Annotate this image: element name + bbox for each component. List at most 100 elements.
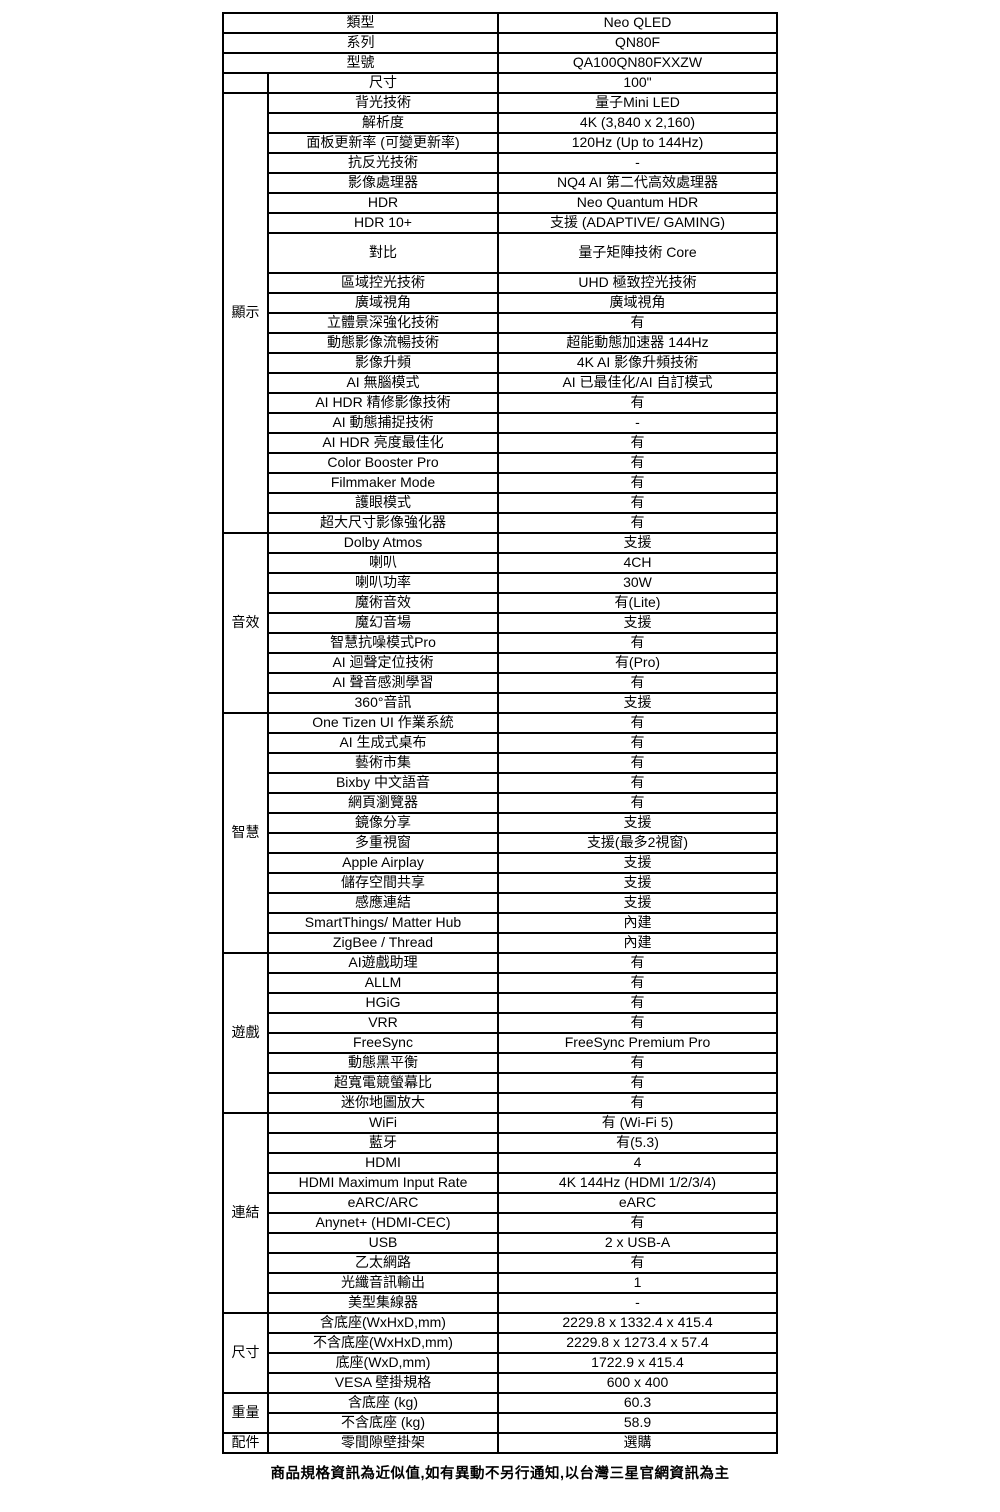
spec-value-cell: 4CH <box>497 552 778 574</box>
spec-row: Filmmaker Mode 有 <box>223 472 778 494</box>
spec-label-cell: 影像處理器 <box>267 172 499 194</box>
spec-row: 影像升頻 4K AI 影像升頻技術 <box>223 352 778 374</box>
spec-value-cell: FreeSync Premium Pro <box>497 1032 778 1054</box>
spec-value-cell: 4K 144Hz (HDMI 1/2/3/4) <box>497 1172 778 1194</box>
section-category-smart: 智慧 <box>222 712 269 954</box>
spec-label-cell: 廣域視角 <box>267 292 499 314</box>
spec-label-cell: 尺寸 <box>267 72 499 94</box>
spec-sheet-page: 類型 Neo QLED 系列 QN80F 型號 QA100QN80FXXZW 尺寸 100" 顯… <box>0 12 1000 1483</box>
spec-value-cell: 有 <box>497 672 778 694</box>
spec-row: 底座(WxD,mm) 1722.9 x 415.4 <box>223 1352 778 1374</box>
spec-label-cell: 儲存空間共享 <box>267 872 499 894</box>
spec-value-cell: 支援 <box>497 892 778 914</box>
spec-value-cell: AI 已最佳化/AI 自訂模式 <box>497 372 778 394</box>
spec-label-cell: 背光技術 <box>267 92 499 114</box>
spec-label-cell: ZigBee / Thread <box>267 932 499 954</box>
spec-label-cell: 對比 <box>267 232 499 274</box>
spec-label-cell: USB <box>267 1232 499 1254</box>
spec-row: Apple Airplay 支援 <box>223 852 778 874</box>
spec-label-cell: 面板更新率 (可變更新率) <box>267 132 499 154</box>
spec-row: ALLM 有 <box>223 972 778 994</box>
spec-row: 抗反光技術 - <box>223 152 778 174</box>
spec-label-cell: 不含底座 (kg) <box>267 1412 499 1434</box>
spec-row: 魔術音效 有(Lite) <box>223 592 778 614</box>
spec-label-cell: AI 生成式桌布 <box>267 732 499 754</box>
spec-row: HDR 10+ 支援 (ADAPTIVE/ GAMING) <box>223 212 778 234</box>
spec-label-cell: 型號 <box>222 52 499 74</box>
spec-row: 藍牙 有(5.3) <box>223 1132 778 1154</box>
spec-row: 乙太網路有 <box>223 1252 778 1274</box>
spec-value-cell: 有 <box>497 1252 778 1274</box>
spec-row: 護眼模式有 <box>223 492 778 514</box>
spec-row: 配件 零間隙壁掛架 選購 <box>222 1432 778 1454</box>
spec-row: 感應連結 支援 <box>223 892 778 914</box>
spec-row: HDR Neo Quantum HDR <box>223 192 778 214</box>
spec-label-cell: HDR <box>267 192 499 214</box>
spec-value-cell: 有 <box>497 452 778 474</box>
spec-value-cell: 120Hz (Up to 144Hz) <box>497 132 778 154</box>
spec-value-cell: 支援 <box>497 612 778 634</box>
spec-label-cell: HDR 10+ <box>267 212 499 234</box>
spec-row: 美型集線器 - <box>223 1292 778 1314</box>
spec-row: 連結 WiFi 有 (Wi-Fi 5) <box>222 1112 778 1314</box>
spec-label-cell: HGiG <box>267 992 499 1014</box>
spec-row: HGiG 有 <box>223 992 778 1014</box>
spec-value-cell: 有 <box>497 1212 778 1234</box>
spec-label-cell: ALLM <box>267 972 499 994</box>
spec-row: 立體景深強化技術有 <box>223 312 778 334</box>
section-category-size <box>222 72 269 94</box>
spec-row: AI HDR 精修影像技術有 <box>223 392 778 414</box>
spec-row: 影像處理器 NQ4 AI 第二代高效處理器 <box>223 172 778 194</box>
spec-label-cell: AI HDR 亮度最佳化 <box>267 432 499 454</box>
spec-value-cell: 有 <box>497 472 778 494</box>
section-category-accessories: 配件 <box>222 1432 269 1454</box>
spec-row: FreeSync FreeSync Premium Pro <box>223 1032 778 1054</box>
spec-value-cell: 有 <box>497 972 778 994</box>
spec-label-cell: 含底座 (kg) <box>267 1392 499 1414</box>
spec-label-cell: 含底座(WxHxD,mm) <box>267 1312 499 1334</box>
spec-label-cell: 感應連結 <box>267 892 499 914</box>
spec-value-cell: 有 <box>497 492 778 514</box>
spec-label-cell: Dolby Atmos <box>267 532 499 554</box>
spec-label-cell: 魔術音效 <box>267 592 499 614</box>
spec-label-cell: 藝術市集 <box>267 752 499 774</box>
section-category-weight: 重量 <box>222 1392 269 1434</box>
spec-label-cell: AI 動態捕捉技術 <box>267 412 499 434</box>
spec-value-cell: - <box>497 1292 778 1314</box>
spec-label-cell: 超大尺寸影像強化器 <box>267 512 499 534</box>
spec-value-cell: 有(5.3) <box>497 1132 778 1154</box>
spec-row: 儲存空間共享 支援 <box>223 872 778 894</box>
spec-value-cell: 4 <box>497 1152 778 1174</box>
spec-value-cell: 有(Lite) <box>497 592 778 614</box>
spec-label-cell: FreeSync <box>267 1032 499 1054</box>
spec-label-cell: 不含底座(WxHxD,mm) <box>267 1332 499 1354</box>
spec-row: 喇叭 4CH <box>223 552 778 574</box>
spec-value-cell: 支援 <box>497 872 778 894</box>
spec-row: 解析度 4K (3,840 x 2,160) <box>223 112 778 134</box>
spec-label-cell: 喇叭功率 <box>267 572 499 594</box>
spec-row: 動態黑平衡有 <box>223 1052 778 1074</box>
spec-label-cell: eARC/ARC <box>267 1192 499 1214</box>
spec-value-cell: 有 <box>497 732 778 754</box>
spec-header-row: 類型 Neo QLED <box>222 12 778 34</box>
spec-row: Anynet+ (HDMI-CEC) 有 <box>223 1212 778 1234</box>
spec-label-cell: 底座(WxD,mm) <box>267 1352 499 1374</box>
spec-label-cell: WiFi <box>267 1112 499 1134</box>
spec-label-cell: 解析度 <box>267 112 499 134</box>
spec-row: 不含底座(WxHxD,mm) 2229.8 x 1273.4 x 57.4 <box>223 1332 778 1354</box>
spec-header-row: 系列 QN80F <box>222 32 778 54</box>
spec-label-cell: 藍牙 <box>267 1132 499 1154</box>
spec-value-cell: 有 <box>497 1072 778 1094</box>
spec-value-cell: 支援 <box>497 532 778 554</box>
spec-row: AI 聲音感測學習有 <box>223 672 778 694</box>
spec-value-cell: 有 <box>497 772 778 794</box>
spec-header-row: 型號 QA100QN80FXXZW <box>222 52 778 74</box>
spec-value-cell: 內建 <box>497 912 778 934</box>
spec-value-cell: 支援 <box>497 812 778 834</box>
spec-row: 廣域視角 廣域視角 <box>223 292 778 314</box>
spec-label-cell: 立體景深強化技術 <box>267 312 499 334</box>
spec-label-cell: Bixby 中文語音 <box>267 772 499 794</box>
spec-value-cell: 2 x USB-A <box>497 1232 778 1254</box>
spec-label-cell: 動態影像流暢技術 <box>267 332 499 354</box>
spec-row: 魔幻音場 支援 <box>223 612 778 634</box>
